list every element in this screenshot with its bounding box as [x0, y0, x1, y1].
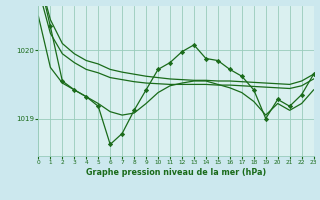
X-axis label: Graphe pression niveau de la mer (hPa): Graphe pression niveau de la mer (hPa): [86, 168, 266, 177]
